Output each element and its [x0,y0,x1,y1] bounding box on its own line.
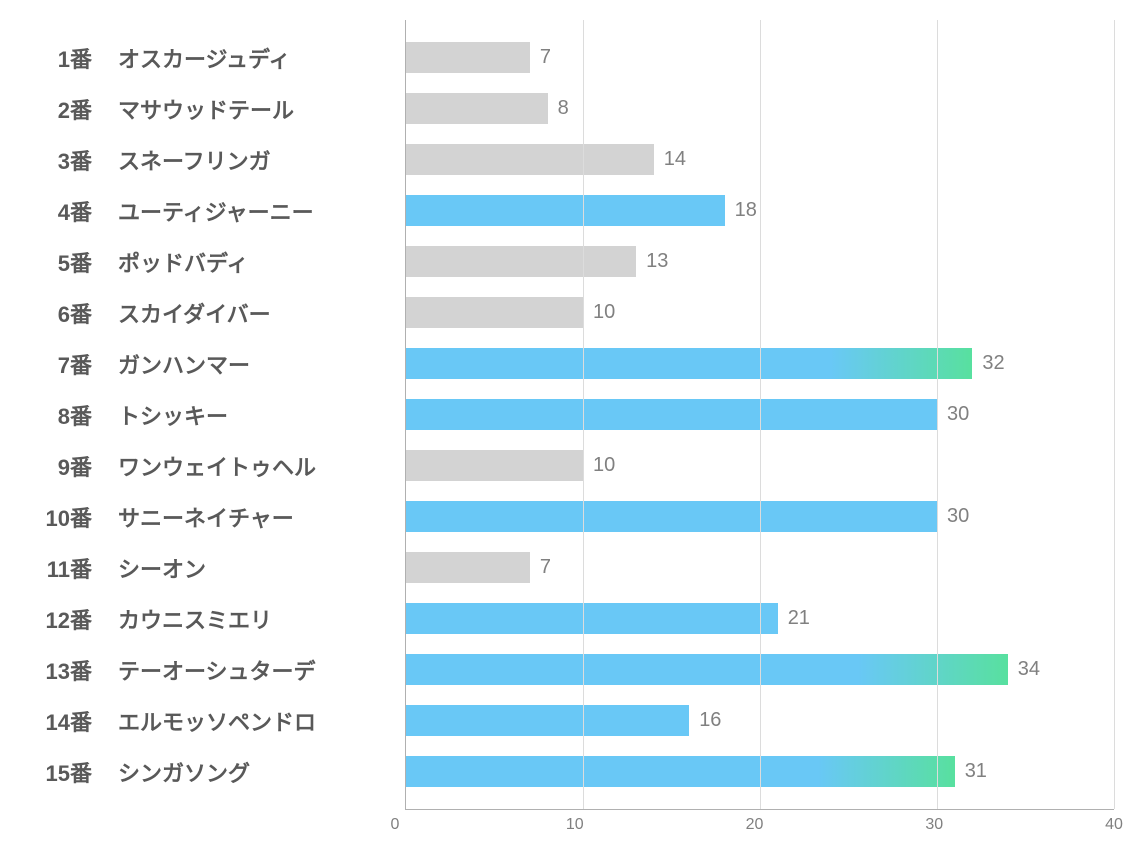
gridline [1114,20,1115,809]
row-name: スネーフリンガ [92,144,271,176]
x-tick-label: 20 [746,816,764,834]
bar-value: 7 [530,46,551,69]
bar-value: 30 [937,505,969,528]
bar-value: 30 [937,403,969,426]
y-axis-labels: 1番オスカージュディ2番マサウッドテール3番スネーフリンガ4番ユーティジャーニー… [10,20,405,810]
row-label: 6番スカイダイバー [10,297,405,328]
bar [406,195,725,226]
bar-chart: 1番オスカージュディ2番マサウッドテール3番スネーフリンガ4番ユーティジャーニー… [10,20,1114,810]
x-tick-label: 40 [1105,816,1123,834]
x-axis-ticks: 010203040 [395,810,1114,840]
row-name: ポッドバディ [92,246,248,278]
bar [406,501,937,532]
row-number: 6番 [10,297,92,329]
bar [406,552,530,583]
gridline [583,20,584,809]
bar [406,144,654,175]
row-label: 3番スネーフリンガ [10,144,405,175]
bar-value: 31 [955,760,987,783]
row-label: 9番ワンウェイトゥヘル [10,451,405,482]
plot-area: 7 8 14 18 13 10 32 30 10 30 7 21 34 16 31 [405,20,1114,810]
row-name: ユーティジャーニー [92,195,314,227]
gridline [937,20,938,809]
row-label: 13番テーオーシュターデ [10,655,405,686]
bar-value: 8 [548,97,569,120]
row-number: 1番 [10,42,92,74]
row-name: カウニスミエリ [92,603,272,635]
bar [406,42,530,73]
bar-value: 32 [972,352,1004,375]
bar-value: 18 [725,199,757,222]
row-number: 9番 [10,450,92,482]
row-name: トシッキー [92,399,228,431]
x-tick-label: 30 [925,816,943,834]
bar-value: 16 [689,709,721,732]
row-label: 11番シーオン [10,553,405,584]
row-number: 7番 [10,348,92,380]
bar [406,603,778,634]
gridline [760,20,761,809]
bar [406,450,583,481]
bar [406,756,955,787]
row-label: 15番シンガソング [10,757,405,788]
bar [406,348,972,379]
x-tick-label: 10 [566,816,584,834]
row-name: シーオン [92,552,206,584]
row-name: ガンハンマー [92,348,250,380]
row-number: 2番 [10,93,92,125]
row-number: 12番 [10,603,92,635]
row-number: 13番 [10,654,92,686]
bar-value: 21 [778,607,810,630]
bar [406,93,548,124]
row-name: シンガソング [92,756,250,788]
row-number: 11番 [10,552,92,584]
row-number: 15番 [10,756,92,788]
row-label: 8番トシッキー [10,399,405,430]
row-number: 3番 [10,144,92,176]
bar [406,246,636,277]
row-label: 4番ユーティジャーニー [10,195,405,226]
row-label: 10番サニーネイチャー [10,502,405,533]
row-label: 7番ガンハンマー [10,348,405,379]
row-label: 5番ポッドバディ [10,246,405,277]
row-name: マサウッドテール [92,93,294,125]
row-number: 4番 [10,195,92,227]
bar-value: 7 [530,556,551,579]
bar-value: 10 [583,301,615,324]
row-name: オスカージュディ [92,42,290,74]
bar-value: 34 [1008,658,1040,681]
row-label: 1番オスカージュディ [10,42,405,73]
row-name: スカイダイバー [92,297,271,329]
bar-value: 10 [583,454,615,477]
bar [406,297,583,328]
row-label: 14番エルモッソペンドロ [10,706,405,737]
row-name: ワンウェイトゥヘル [92,450,316,482]
row-name: テーオーシュターデ [92,654,316,686]
row-name: エルモッソペンドロ [92,705,316,737]
row-number: 5番 [10,246,92,278]
row-label: 2番マサウッドテール [10,93,405,124]
row-label: 12番カウニスミエリ [10,604,405,635]
row-number: 8番 [10,399,92,431]
bar-value: 13 [636,250,668,273]
bar-value: 14 [654,148,686,171]
row-number: 10番 [10,501,92,533]
bar [406,705,689,736]
x-tick-label: 0 [391,816,400,834]
bar [406,399,937,430]
row-name: サニーネイチャー [92,501,294,533]
row-number: 14番 [10,705,92,737]
bar [406,654,1008,685]
